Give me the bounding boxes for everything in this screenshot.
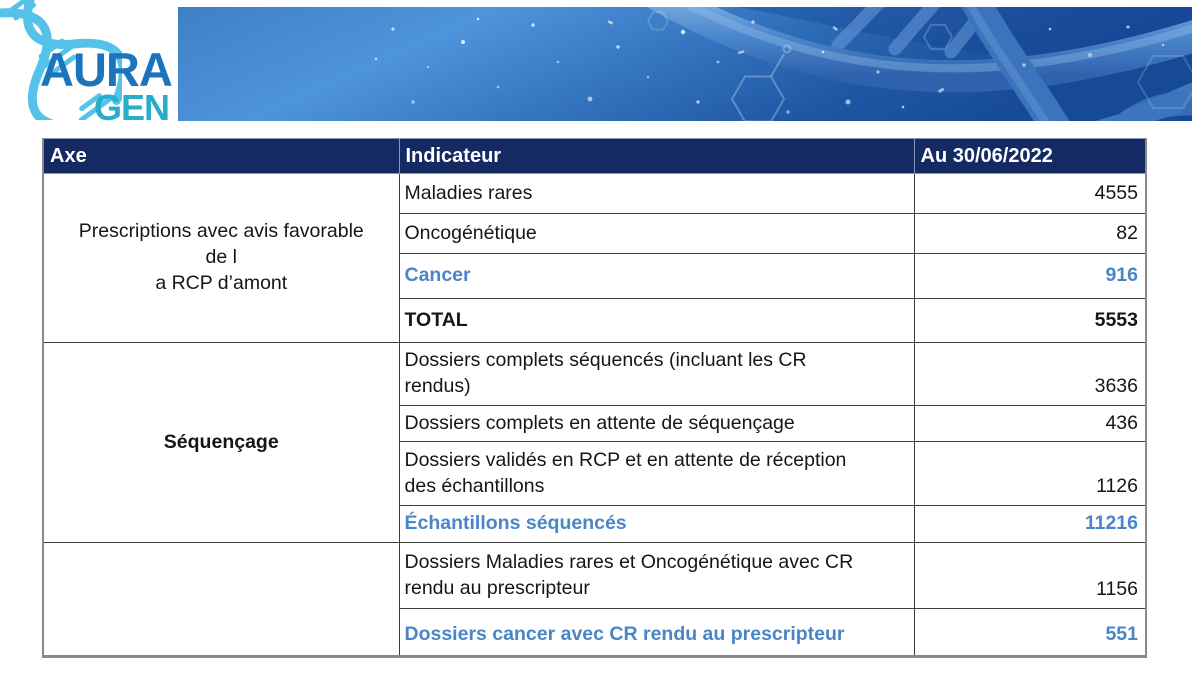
axe-cell-sequencage: Séquençage <box>42 342 400 543</box>
table-header-row: Axe Indicateur Au 30/06/2022 <box>42 138 1147 174</box>
column-header-date: Au 30/06/2022 <box>913 138 1147 174</box>
indicator-value: 1156 <box>913 542 1147 609</box>
indicator-value: 916 <box>913 253 1147 299</box>
indicator-value: 436 <box>913 405 1147 442</box>
table-row: Dossiers complets en attente de séquença… <box>43 405 1147 442</box>
table-row: Dossiers validés en RCP et en attente de… <box>43 441 1147 506</box>
banner-image <box>178 7 1192 121</box>
table-row: Échantillons séquencés 11216 <box>43 505 1147 543</box>
table-row: Dossiers Maladies rares et Oncogénétique… <box>42 542 1147 657</box>
indicators-table: Axe Indicateur Au 30/06/2022 Prescriptio… <box>42 138 1147 658</box>
indicator-value: 551 <box>913 608 1147 657</box>
indicator-value: 82 <box>913 213 1147 254</box>
indicator-value: 3636 <box>913 342 1147 406</box>
indicator-label: Dossiers complets en attente de séquença… <box>398 405 915 442</box>
logo-text-gen: GEN <box>94 87 170 128</box>
table-row: Dossiers cancer avec CR rendu au prescri… <box>43 608 1147 657</box>
indicator-value: 1126 <box>913 441 1147 506</box>
indicator-label: Dossiers cancer avec CR rendu au prescri… <box>398 608 915 657</box>
auragen-logo: AURA GEN <box>0 0 180 132</box>
indicator-label: Échantillons séquencés <box>398 505 915 543</box>
indicator-label: Dossiers validés en RCP et en attente de… <box>398 441 915 506</box>
axe-cell-prescriptions: Prescriptions avec avis favorable de l a… <box>42 173 400 343</box>
indicator-value: 11216 <box>913 505 1147 543</box>
column-header-axe: Axe <box>42 138 400 174</box>
table-row: Oncogénétique 82 <box>43 213 1147 254</box>
dna-helix-icon <box>0 0 122 120</box>
indicator-label: Dossiers complets séquencés (incluant le… <box>398 342 915 406</box>
logo-text-aura: AURA <box>40 43 173 96</box>
column-header-indicateur: Indicateur <box>398 138 915 174</box>
indicator-value: 5553 <box>913 298 1147 343</box>
indicator-label: Maladies rares <box>398 173 915 214</box>
indicator-label: TOTAL <box>398 298 915 343</box>
indicator-value: 4555 <box>913 173 1147 214</box>
table-row: Séquençage Dossiers complets séquencés (… <box>42 342 1147 543</box>
indicator-label: Oncogénétique <box>398 213 915 254</box>
axe-cell-empty <box>42 542 400 657</box>
indicator-label: Dossiers Maladies rares et Oncogénétique… <box>398 542 915 609</box>
indicator-label: Cancer <box>398 253 915 299</box>
table-row: Prescriptions avec avis favorable de l a… <box>42 173 1147 343</box>
